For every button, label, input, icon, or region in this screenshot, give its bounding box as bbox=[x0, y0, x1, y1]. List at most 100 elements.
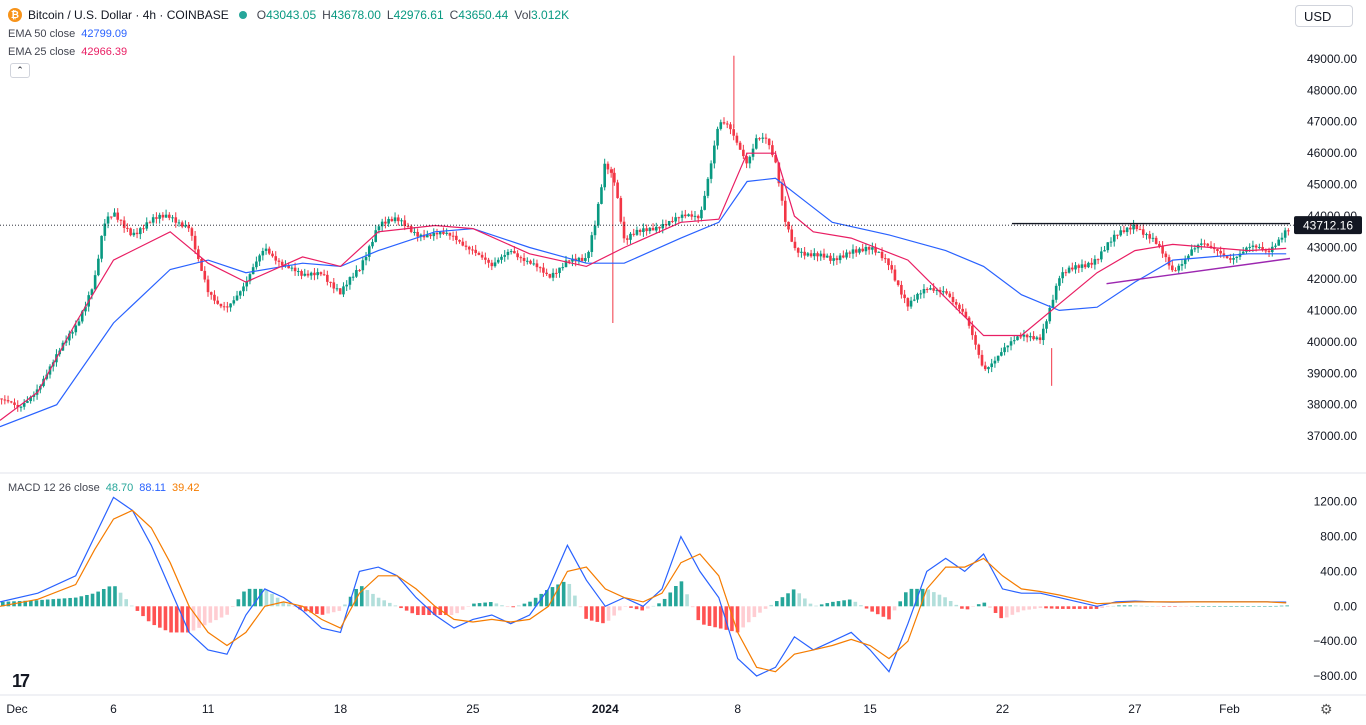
macd-histogram-bar bbox=[1268, 606, 1273, 607]
candle-body bbox=[909, 300, 913, 307]
candle-body bbox=[725, 123, 729, 125]
candle-body bbox=[9, 401, 13, 403]
candle-body bbox=[567, 260, 571, 262]
macd-histogram-bar bbox=[556, 584, 560, 607]
currency-select[interactable]: USD bbox=[1295, 5, 1353, 27]
macd-histogram-bar bbox=[359, 586, 364, 607]
candle-body bbox=[1045, 321, 1048, 329]
candle-body bbox=[687, 214, 690, 217]
candle-body bbox=[590, 235, 594, 252]
macd-axis[interactable]: −800.00 −400.00 0.00 400.00 800.00 1200.00 bbox=[1313, 495, 1357, 683]
candle-body bbox=[142, 228, 145, 230]
ohlc-open: O43043.05 bbox=[256, 8, 317, 22]
candle-body bbox=[809, 253, 813, 257]
price-axis[interactable]: 37000.00 38000.00 39000.00 40000.00 41000.00… bbox=[1307, 52, 1357, 443]
macd-histogram-bar bbox=[253, 588, 257, 607]
macd-histogram-bar bbox=[730, 606, 734, 632]
candle-body bbox=[1032, 336, 1035, 340]
macd-histogram-bar bbox=[1178, 606, 1183, 607]
candle-body bbox=[455, 235, 458, 240]
candle-body bbox=[1251, 245, 1255, 247]
candle-body bbox=[203, 270, 207, 280]
price-tick-label: 41000.00 bbox=[1307, 303, 1357, 317]
candle-body bbox=[113, 212, 116, 217]
macd-histogram-bar bbox=[264, 589, 269, 607]
time-axis[interactable]: Dec 6 11 18 25 2024 8 15 22 27 Feb bbox=[6, 702, 1240, 716]
candle-body bbox=[993, 360, 997, 364]
candle-body bbox=[558, 267, 561, 274]
collapse-legend-button[interactable]: ⌃ bbox=[10, 63, 30, 78]
macd-histogram-bar bbox=[1, 601, 5, 607]
candle-body bbox=[561, 267, 565, 269]
candle-body bbox=[416, 231, 419, 237]
candle-body bbox=[535, 263, 539, 268]
price-tick-label: 45000.00 bbox=[1307, 178, 1357, 192]
macd-histogram-bar bbox=[651, 605, 656, 607]
volume: Vol3.012K bbox=[514, 8, 570, 22]
candle-body bbox=[219, 303, 223, 307]
candle-body bbox=[1009, 341, 1013, 346]
candle-body bbox=[329, 281, 332, 283]
macd-histogram-bar bbox=[1077, 606, 1082, 609]
macd-histogram-bar bbox=[1089, 606, 1093, 609]
candle-body bbox=[825, 255, 829, 258]
candle-body bbox=[564, 260, 568, 268]
candle-body bbox=[893, 269, 897, 281]
macd-histogram-bar bbox=[1223, 606, 1228, 607]
macd-histogram-bar bbox=[976, 604, 981, 607]
ema50-legend[interactable]: EMA 50 close 42799.09 bbox=[8, 28, 127, 40]
macd-panel bbox=[0, 496, 1289, 677]
macd-histogram-bar bbox=[376, 597, 381, 607]
candle-body bbox=[451, 235, 455, 237]
candle-body bbox=[1061, 272, 1064, 279]
candle-body bbox=[1083, 264, 1087, 268]
price-tick-label: 49000.00 bbox=[1307, 52, 1357, 66]
macd-tick-label: −800.00 bbox=[1313, 669, 1357, 683]
candle-body bbox=[719, 122, 723, 129]
candle-body bbox=[548, 274, 552, 278]
candle-body bbox=[509, 251, 513, 253]
macd-histogram-bar bbox=[57, 598, 61, 607]
candle-body bbox=[735, 135, 739, 143]
candle-body bbox=[580, 257, 584, 261]
candle-body bbox=[297, 271, 300, 273]
rising-trendline bbox=[1106, 257, 1291, 285]
ema25-legend[interactable]: EMA 25 close 42966.39 bbox=[8, 46, 127, 58]
candle-body bbox=[1138, 229, 1142, 231]
macd-histogram-bar bbox=[343, 604, 347, 607]
macd-histogram-bar bbox=[892, 606, 897, 611]
gear-icon[interactable]: ⚙ bbox=[1320, 701, 1333, 717]
symbol-legend[interactable]: ₿ Bitcoin / U.S. Dollar · 4h · COINBASE … bbox=[8, 8, 569, 22]
candle-body bbox=[506, 251, 510, 256]
ema25-label: EMA 25 close bbox=[8, 46, 76, 58]
macd-histogram-bar bbox=[528, 601, 532, 607]
macd-histogram-bar bbox=[752, 606, 757, 618]
candle-body bbox=[858, 248, 861, 253]
candle-body bbox=[1148, 234, 1152, 239]
macd-histogram-bar bbox=[1038, 606, 1043, 609]
last-price-marker: 43712.16 bbox=[0, 216, 1362, 235]
macd-histogram-bar bbox=[668, 592, 673, 607]
macd-histogram-bar bbox=[1094, 606, 1099, 609]
macd-histogram-bar bbox=[842, 600, 846, 607]
macd-histogram-bar bbox=[118, 592, 123, 607]
tradingview-logo-icon[interactable]: 17 bbox=[12, 671, 30, 691]
macd-histogram-bar bbox=[416, 606, 420, 616]
candle-body bbox=[593, 225, 597, 236]
macd-histogram-bar bbox=[1212, 606, 1217, 607]
candle-body bbox=[1112, 234, 1116, 242]
candle-body bbox=[790, 229, 794, 242]
macd-histogram-bar bbox=[1033, 606, 1037, 609]
candle-body bbox=[264, 248, 268, 251]
macd-histogram-bar bbox=[331, 606, 336, 613]
candle-body bbox=[761, 137, 765, 139]
candle-body bbox=[693, 215, 697, 217]
macd-legend[interactable]: MACD 12 26 close 48.70 88.11 39.42 bbox=[8, 482, 200, 494]
macd-histogram-bar bbox=[309, 606, 314, 613]
candle-body bbox=[958, 304, 961, 309]
macd-histogram-bar bbox=[601, 606, 605, 624]
macd-histogram-bar bbox=[107, 586, 112, 607]
price-tick-label: 38000.00 bbox=[1307, 398, 1357, 412]
candle-body bbox=[306, 273, 310, 276]
